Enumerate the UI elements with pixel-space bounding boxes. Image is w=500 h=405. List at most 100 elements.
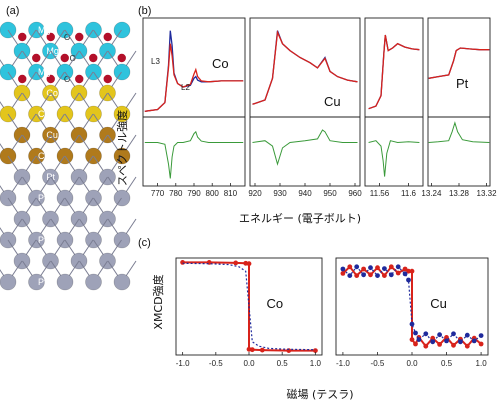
loop-point (259, 347, 265, 353)
element-label-pt: Pt (456, 76, 469, 91)
loop-point (382, 266, 387, 271)
atom-label-co: Co (38, 109, 50, 119)
loop-point (423, 343, 429, 349)
panel-c-letter: (c) (138, 237, 151, 249)
spectrum-frame-2 (249, 17, 361, 187)
x-tick-label: 13.32 (477, 189, 498, 198)
atom-pt (85, 273, 102, 291)
spectrum-4-xmcd-line-3 (428, 121, 490, 143)
x-tick-label: 11.56 (370, 189, 390, 198)
loop-point (444, 338, 449, 344)
loop-point (437, 332, 442, 338)
atom-oxygen (18, 74, 27, 84)
loop-point (423, 331, 429, 337)
atom-oxygen (89, 53, 98, 63)
loop-2-series-2 (342, 265, 482, 343)
loop-point (464, 343, 470, 349)
loop-point (409, 337, 415, 342)
panel-a-letter: (a) (6, 5, 19, 17)
x-tick-label: 810 (224, 189, 238, 198)
atom-oxygen (18, 32, 27, 42)
loop-point (313, 348, 318, 353)
x-tick-label: 13.24 (421, 189, 442, 198)
x-tick-label: 770 (151, 189, 165, 198)
atom-pt (113, 189, 131, 207)
atom-pt (113, 231, 131, 249)
loop-element-label-2: Cu (430, 296, 447, 311)
panel-b-letter: (b) (138, 5, 151, 17)
loop-element-label-1: Co (267, 296, 284, 311)
atom-pt (113, 273, 131, 291)
loop-point (451, 331, 456, 337)
x-tick-label: 800 (206, 189, 220, 198)
atom-oxygen (60, 53, 69, 63)
loop-point (402, 271, 408, 277)
loop-point (249, 347, 255, 353)
atom-co (113, 105, 131, 123)
loop-point (402, 266, 408, 272)
loop-point (368, 265, 373, 271)
loop-1-series-2 (182, 262, 316, 351)
loop-point (471, 338, 477, 344)
x-tick-label: 13.28 (449, 189, 470, 198)
loop-point (413, 341, 418, 347)
loop-point (409, 268, 415, 274)
x-tick-label: 790 (187, 189, 201, 198)
spectrum-2-xas-line-2 (252, 29, 358, 105)
x-tick-label: -1.0 (336, 359, 350, 368)
spectrum-2-xas-line-1 (252, 30, 358, 105)
atom-oxygen (46, 74, 55, 84)
loop-point (382, 273, 387, 278)
atom-oxygen (103, 74, 112, 84)
loop-point (409, 321, 415, 327)
loop-point (347, 273, 353, 278)
atom-label-oxygen: O (64, 33, 70, 42)
loop-point (368, 272, 373, 278)
loop-point (406, 277, 411, 283)
loop-point (361, 266, 366, 272)
atom-label-oxygen: O (64, 75, 70, 84)
loop-point (451, 342, 456, 348)
element-label-co: Co (212, 56, 229, 71)
atom-label-mg: Mg (38, 67, 51, 77)
x-tick-label: 11.6 (401, 189, 417, 198)
loop-point (347, 264, 353, 270)
loop-point (388, 264, 394, 270)
spectra-xlabel: エネルギー (電子ボルト) (239, 212, 361, 225)
atom-mg (113, 21, 131, 39)
x-tick-label: 1.0 (310, 359, 322, 368)
atom-label-cu: Cu (46, 130, 58, 140)
loop-point (395, 264, 401, 270)
atom-pt (56, 273, 74, 291)
spectrum-frame-3 (364, 17, 424, 187)
atom-oxygen (75, 74, 84, 84)
atom-oxygen (117, 53, 126, 63)
atom-pt (28, 273, 45, 291)
x-tick-label: 780 (169, 189, 183, 198)
atom-mg (113, 63, 131, 81)
loop-point (375, 273, 380, 278)
loop-point (416, 337, 422, 342)
hysteresis-panel-group: -1.0 -0.5 0.0 0.5 1.0 Co -1.0 -0.5 0.0 0.5 1.0 Cu (175, 257, 489, 368)
spectrum-1-xas-line-1 (144, 30, 244, 112)
x-tick-label: 1.0 (476, 359, 488, 368)
atom-label-cu: Cu (38, 151, 50, 161)
loop-point (375, 265, 380, 271)
loop-point (340, 266, 346, 272)
loop-point (478, 341, 484, 347)
spectrum-3-xmcd-line-3 (368, 140, 420, 177)
x-tick-label: -1.0 (176, 359, 190, 368)
loop-point (458, 339, 463, 345)
x-tick-label: 940 (298, 189, 312, 198)
loop-point (233, 260, 239, 266)
atom-oxygen (75, 32, 84, 42)
atom-label-pt: Pt (38, 193, 47, 203)
edge-label-l3: L3 (151, 57, 160, 66)
loop-point (430, 339, 436, 345)
loops-xlabel: 磁場 (テスラ) (286, 388, 353, 401)
x-tick-label: 930 (273, 189, 287, 198)
atom-label-mg: Mg (38, 25, 51, 35)
x-tick-label: 0.0 (243, 359, 255, 368)
loop-point (464, 332, 470, 338)
